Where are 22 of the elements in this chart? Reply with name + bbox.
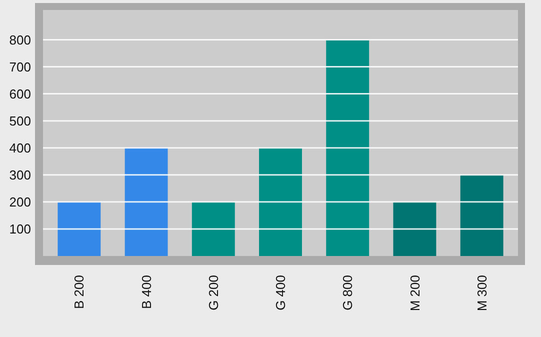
x-tick-label: B 400 [138,275,154,309]
y-tick-label: 500 [9,113,31,128]
bar [58,202,101,256]
y-tick-label: 300 [9,167,31,182]
y-tick-label: 400 [9,140,31,156]
x-tick-label: M 300 [474,275,490,312]
x-tick-label: B 200 [72,275,87,309]
bar [259,148,302,256]
y-tick-label: 200 [9,194,31,210]
bar [326,40,370,256]
x-tick-label: G 200 [206,275,221,310]
bar [393,202,436,256]
y-tick-label: 800 [9,32,31,48]
y-tick-label: 600 [9,86,31,102]
y-tick-label: 100 [9,222,31,237]
bar [460,174,504,256]
bar [192,202,235,256]
y-tick-label: 700 [9,59,31,74]
x-tick-label: G 400 [273,275,288,310]
x-tick-label: G 800 [340,275,356,310]
bar [124,148,168,256]
x-tick-label: M 200 [407,275,422,312]
